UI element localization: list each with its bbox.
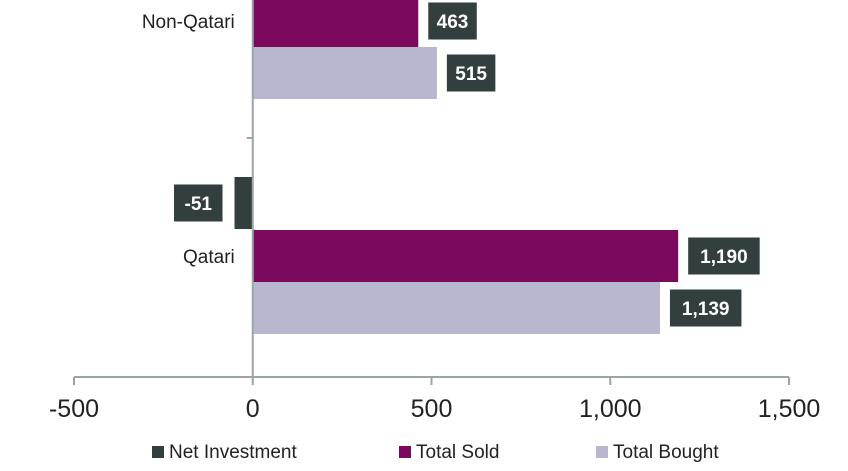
axes-layer: -500 0 500 1,000 1,500 Non-Qatari Qatari [49,0,820,423]
bar-qatari-total-sold [252,230,679,282]
data-label-text: 515 [455,64,487,85]
data-label-qatari-total-sold: 1,190 [688,237,760,275]
bar-qatari-total-bought [252,282,660,334]
bars-layer [234,0,679,334]
data-label-text: 463 [437,12,469,33]
legend-swatch [596,446,608,458]
x-tick-label: 0 [246,395,260,423]
category-label-non-qatari: Non-Qatari [142,12,235,33]
data-label-non-qatari-total-sold: 463 [428,2,477,40]
data-label-non-qatari-total-bought: 515 [446,54,496,92]
legend-label: Net Investment [169,442,297,463]
legend: Net Investment Total Sold Total Bought [152,442,719,463]
data-label-box [428,2,477,40]
data-label-qatari-total-bought: 1,139 [669,289,742,327]
legend-label: Total Bought [613,442,719,463]
bar-qatari-net-investment [234,177,253,229]
x-tick-label: 1,000 [579,395,642,423]
data-label-box [174,184,223,222]
x-tick-label: -500 [49,395,99,423]
category-label-qatari: Qatari [183,247,235,268]
data-label-text: -51 [185,194,213,215]
data-label-box [688,237,760,275]
legend-swatch [399,446,411,458]
x-tick-label: 500 [411,395,453,423]
x-tick-label: 1,500 [758,395,821,423]
data-label-qatari-net-investment: -51 [174,184,223,222]
data-label-box [446,54,496,92]
legend-item-net-investment: Net Investment [152,442,297,463]
legend-swatch [152,446,164,458]
bar-non-qatari-total-sold [252,0,419,47]
data-label-box [669,289,742,327]
data-labels-layer: 463 515 -51 1,190 1,139 [174,2,760,327]
legend-item-total-sold: Total Sold [399,442,499,463]
bar-non-qatari-total-bought [252,47,437,99]
data-label-text: 1,139 [682,299,730,320]
data-label-text: 1,190 [700,247,748,268]
legend-item-total-bought: Total Bought [596,442,719,463]
legend-label: Total Sold [416,442,499,463]
